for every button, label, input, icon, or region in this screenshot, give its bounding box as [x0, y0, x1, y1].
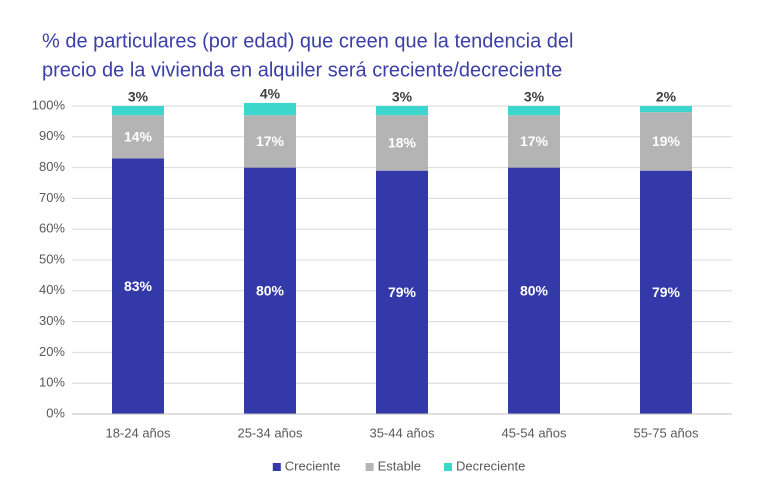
value-label: 14%	[124, 129, 153, 145]
bar-segment	[112, 106, 164, 116]
bar-segment	[376, 106, 428, 116]
legend-label: Estable	[378, 458, 421, 473]
value-label: 79%	[652, 284, 681, 300]
value-label: 3%	[392, 89, 413, 105]
bar-segment	[244, 115, 296, 168]
value-label: 2%	[656, 89, 677, 105]
bar-segment	[508, 115, 560, 168]
value-label: 17%	[520, 133, 549, 149]
y-tick-label: 20%	[39, 344, 65, 359]
y-tick-label: 60%	[39, 221, 65, 236]
value-label: 4%	[260, 86, 281, 102]
value-label: 18%	[388, 135, 417, 151]
x-tick-label: 55-75 años	[633, 425, 699, 440]
y-tick-label: 70%	[39, 190, 65, 205]
legend-marker	[272, 463, 281, 471]
bar-segment	[244, 167, 296, 414]
bar-segment	[508, 106, 560, 116]
value-label: 19%	[652, 133, 681, 149]
x-tick-label: 18-24 años	[105, 425, 171, 440]
value-label: 80%	[256, 283, 285, 299]
bar-segment	[640, 112, 692, 171]
value-label: 79%	[388, 284, 417, 300]
y-tick-label: 100%	[32, 97, 66, 112]
value-label: 80%	[520, 283, 549, 299]
y-tick-label: 90%	[39, 128, 65, 143]
value-label: 3%	[524, 89, 545, 105]
value-label: 3%	[128, 89, 149, 105]
x-tick-label: 45-54 años	[501, 425, 567, 440]
legend-label: Decreciente	[456, 458, 525, 473]
legend-marker	[444, 463, 452, 471]
x-tick-label: 35-44 años	[369, 425, 435, 440]
y-tick-label: 50%	[39, 251, 65, 266]
bar-segment	[376, 170, 428, 414]
y-tick-label: 10%	[39, 375, 65, 390]
legend-marker	[365, 463, 374, 471]
bar-segment	[376, 115, 428, 171]
x-tick-label: 25-34 años	[237, 425, 303, 440]
chart-title: precio de la vivienda en alquiler será c…	[42, 59, 562, 81]
bar-segment	[640, 106, 692, 113]
value-label: 17%	[256, 133, 285, 149]
bar-segment	[640, 170, 692, 414]
value-label: 83%	[124, 278, 153, 294]
y-tick-label: 80%	[39, 159, 65, 174]
y-tick-label: 40%	[39, 282, 65, 297]
bar-segment	[112, 158, 164, 414]
y-tick-label: 0%	[46, 405, 65, 420]
bar-segment	[112, 115, 164, 159]
y-tick-label: 30%	[39, 313, 65, 328]
bar-segment	[244, 102, 296, 116]
legend-label: Creciente	[285, 458, 341, 473]
bar-segment	[508, 167, 560, 414]
chart-title: % de particulares (por edad) que creen q…	[42, 30, 573, 52]
